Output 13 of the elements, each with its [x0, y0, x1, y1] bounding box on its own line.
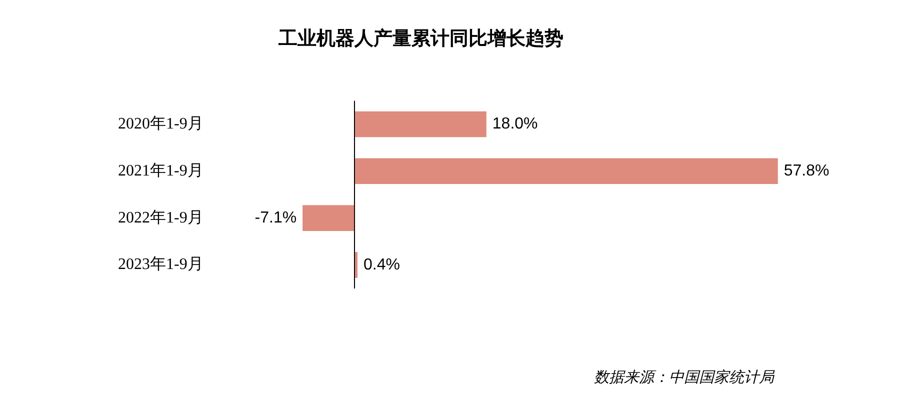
- data-label: 0.4%: [363, 256, 400, 274]
- y-tick-label: 2021年1-9月: [118, 162, 204, 180]
- source-note: 数据来源：中国国家统计局: [593, 368, 776, 387]
- bar: [302, 205, 354, 231]
- bar: [355, 111, 486, 138]
- bar: [355, 158, 778, 184]
- data-label: 18.0%: [492, 116, 538, 133]
- y-tick-label: 2022年1-9月: [118, 209, 204, 226]
- data-label: 57.8%: [784, 162, 830, 180]
- data-label: -7.1%: [254, 209, 297, 226]
- y-tick-label: 2023年1-9月: [118, 256, 204, 274]
- chart-title: 工业机器人产量累计同比增长趋势: [278, 27, 564, 50]
- y-tick-label: 2020年1-9月: [118, 115, 204, 132]
